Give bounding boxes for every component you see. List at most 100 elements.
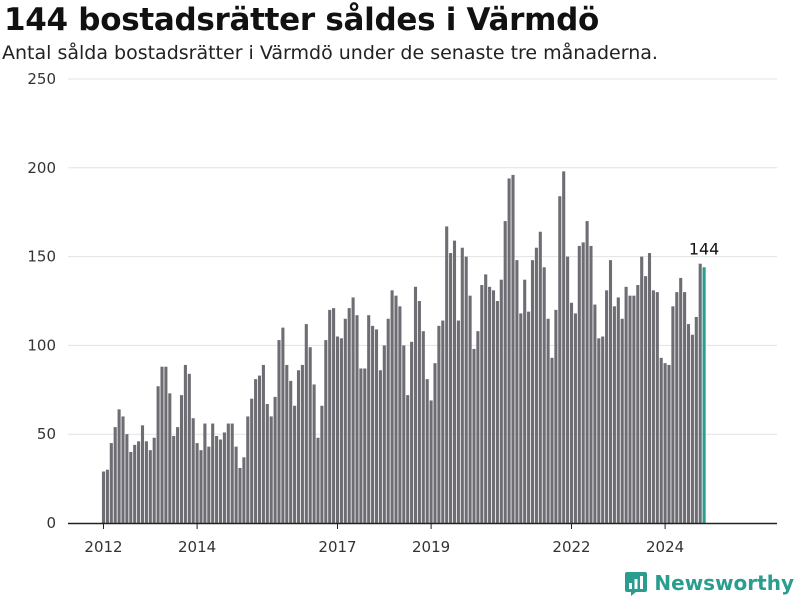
bar: [203, 423, 207, 523]
bar: [269, 416, 273, 523]
bar: [367, 315, 371, 523]
bar: [140, 425, 145, 523]
bar: [281, 327, 285, 523]
bar: [569, 302, 574, 523]
bar: [234, 446, 238, 523]
x-tick-label: 2014: [178, 538, 216, 556]
bar: [452, 240, 457, 523]
bar: [585, 221, 589, 523]
bar: [433, 363, 437, 523]
y-tick-label: 50: [37, 425, 56, 443]
bar: [445, 226, 449, 523]
chart-title: 144 bostadsrätter såldes i Värmdö: [4, 2, 600, 38]
bar: [300, 364, 304, 523]
highlighted-bar: [702, 267, 706, 523]
bar: [616, 297, 620, 523]
bar: [101, 471, 106, 523]
bar: [480, 285, 484, 523]
bar: [374, 329, 379, 523]
bar: [265, 404, 269, 523]
bar: [156, 386, 160, 523]
bar: [608, 260, 613, 523]
bar: [495, 301, 499, 523]
bar: [667, 364, 671, 523]
bar: [460, 247, 464, 523]
bar: [663, 363, 667, 523]
bar: [312, 384, 316, 523]
bar: [421, 331, 425, 523]
bar-chart-logo-icon: [625, 572, 648, 596]
bar: [601, 336, 605, 523]
bar: [515, 260, 519, 523]
bar: [261, 364, 265, 523]
bar: [511, 174, 515, 523]
bar: [456, 320, 460, 523]
bar: [246, 416, 250, 523]
bar: [636, 285, 640, 523]
bar: [628, 295, 632, 523]
bar: [468, 295, 472, 523]
bar: [230, 423, 234, 523]
bar: [351, 297, 355, 523]
bar: [148, 450, 152, 523]
bar: [554, 309, 558, 523]
bar: [382, 345, 386, 523]
bar: [273, 396, 277, 523]
bar: [550, 357, 554, 523]
bar: [324, 340, 328, 523]
y-tick-label: 0: [46, 514, 56, 532]
bar: [195, 443, 199, 523]
bar: [558, 196, 562, 523]
bar: [285, 364, 289, 523]
bar: [605, 290, 609, 523]
bar: [254, 379, 258, 523]
bar: [289, 380, 293, 523]
bar: [644, 276, 648, 523]
bar: [199, 450, 203, 523]
bar: [698, 263, 702, 523]
bar: [218, 439, 223, 523]
bar: [398, 306, 402, 523]
bar: [538, 231, 542, 524]
bar: [589, 245, 593, 523]
chart-subtitle: Antal sålda bostadsrätter i Värmdö under…: [2, 42, 658, 64]
bar: [117, 409, 121, 523]
bar: [257, 375, 262, 523]
bar: [417, 301, 421, 523]
bar: [343, 318, 347, 523]
bar: [429, 400, 433, 523]
y-tick-label: 150: [27, 248, 56, 266]
bar: [694, 316, 698, 523]
bar: [683, 292, 687, 523]
x-tick-label: 2019: [412, 538, 450, 556]
bar: [546, 318, 550, 523]
bar: [655, 292, 659, 523]
bar: [222, 432, 226, 523]
bar: [593, 304, 597, 523]
bar: [410, 341, 414, 523]
bar: [328, 309, 332, 523]
bar: [503, 221, 507, 523]
bar: [406, 395, 410, 523]
bar: [437, 325, 441, 523]
x-tick-label: 2022: [552, 538, 590, 556]
bar: [152, 437, 156, 523]
bar: [624, 286, 628, 523]
bar: [172, 435, 176, 523]
brand-name: Newsworthy: [654, 571, 794, 595]
bar: [168, 393, 172, 523]
bar: [339, 338, 343, 523]
bar: [207, 446, 211, 523]
bar: [109, 443, 113, 523]
bar: [620, 318, 624, 523]
bar: [534, 247, 538, 523]
bar: [523, 279, 527, 523]
bar: [647, 253, 652, 524]
bar: [211, 423, 215, 523]
bar: [226, 423, 230, 523]
bar: [129, 451, 133, 523]
bar: [675, 292, 679, 523]
bar: [238, 467, 242, 523]
bar: [144, 441, 148, 523]
bar: [484, 274, 488, 523]
